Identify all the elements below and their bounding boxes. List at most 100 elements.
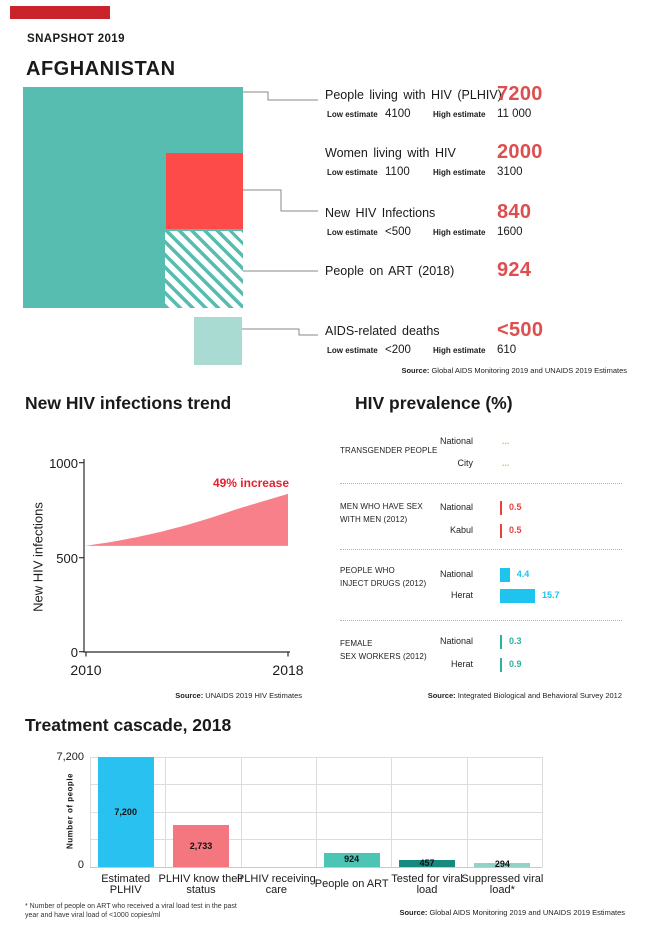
cascade-bar-value: 294 (494, 859, 510, 870)
cascade-x-label: Suppressed viral (461, 873, 544, 885)
trend-xtick-2018: 2018 (272, 662, 304, 678)
footnote-line: * Number of people on ART who received a… (25, 903, 237, 910)
prevalence-site-label: Kabul (449, 525, 473, 535)
high-estimate-value: 610 (497, 344, 517, 356)
trend-xtick-2010: 2010 (70, 662, 102, 678)
prevalence-bar (500, 589, 535, 603)
cascade-gridline-v (165, 757, 167, 867)
country-title: AFGHANISTAN (26, 58, 176, 80)
prevalence-group-label: TRANSGENDER PEOPLE (340, 446, 438, 455)
low-estimate-label: Low estimate (327, 346, 378, 355)
cascade-bar (173, 825, 230, 867)
prevalence-site-label: National (439, 569, 473, 579)
prevalence-value: ... (502, 458, 510, 468)
stat-value: <500 (497, 319, 544, 341)
stat-label: People living with HIV (PLHIV) (325, 88, 502, 102)
stat-value: 7200 (497, 83, 543, 105)
cascade-x-label: load* (489, 884, 515, 896)
cascade-x-label: status (186, 884, 216, 896)
source-label: Source: (427, 691, 456, 700)
prevalence-source: Source: Integrated Biological and Behavi… (322, 691, 622, 700)
prevalence-site-label: National (439, 502, 473, 512)
prevalence-value: ... (502, 436, 510, 446)
prevalence-site-label: National (439, 436, 473, 446)
cascade-x-label: Estimated (101, 873, 151, 885)
trend-area-series (85, 493, 288, 546)
trend-y-axis-label: New HIV infections (30, 502, 46, 612)
trend-ytick-1000: 1000 (49, 456, 78, 471)
dotted-separator (340, 549, 622, 550)
cascade-x-label: PLHIV (109, 884, 142, 896)
cascade-gridline-v (90, 757, 91, 867)
low-estimate-label: Low estimate (327, 110, 378, 119)
cascade-bar-value: 7,200 (114, 806, 137, 817)
high-estimate-label: High estimate (433, 346, 486, 355)
prevalence-group-label: PEOPLE WHO (340, 566, 395, 575)
low-estimate-value: 1100 (385, 166, 410, 178)
cascade-x-label: PLHIV know their (158, 873, 244, 885)
dotted-separator (340, 620, 622, 621)
trend-source: Source: UNAIDS 2019 HIV Estimates (102, 691, 302, 700)
prevalence-site-label: Herat (450, 659, 473, 669)
stat-label: Women living with HIV (325, 146, 456, 160)
prevalence-value: 0.3 (509, 636, 522, 646)
prevalence-bar (500, 635, 502, 649)
square-aids-deaths (194, 317, 242, 365)
square-new-infections (166, 153, 243, 229)
trend-ytick-500: 500 (56, 551, 78, 566)
cascade-x-label: Tested for viral (391, 873, 463, 885)
cascade-axis-bottom (90, 866, 542, 868)
footnote-line: year and have viral load of <1000 copies… (25, 911, 161, 919)
high-estimate-label: High estimate (433, 110, 486, 119)
stat-label: New HIV Infections (325, 206, 436, 220)
square-people-on-art-hatched (165, 231, 243, 308)
prevalence-site-label: City (457, 458, 474, 468)
cascade-gridline-v (541, 757, 543, 867)
source-label: Source: (175, 691, 204, 700)
cascade-bar (399, 860, 456, 867)
source-text: Integrated Biological and Behavioral Sur… (455, 691, 622, 700)
cascade-title: Treatment cascade, 2018 (25, 715, 232, 735)
trend-annotation: 49% increase (212, 476, 289, 490)
cascade-bar (323, 852, 380, 867)
cascade-bar (97, 757, 154, 867)
high-estimate-value: 1600 (497, 226, 523, 238)
high-estimate-label: High estimate (433, 168, 486, 177)
cascade-bar-value: 924 (344, 854, 360, 865)
stat-value: 2000 (497, 141, 543, 163)
cascade-footnote: * Number of people on ART who received a… (25, 903, 237, 920)
cascade-gridline-v (391, 757, 393, 867)
source-text: Global AIDS Monitoring 2019 and UNAIDS 2… (429, 366, 627, 375)
prevalence-group-label: SEX WORKERS (2012) (340, 652, 427, 661)
connector-lines (242, 91, 318, 336)
high-estimate-value: 11 000 (497, 108, 532, 120)
low-estimate-value: <500 (385, 226, 411, 238)
low-estimate-label: Low estimate (327, 228, 378, 237)
cascade-bar-value: 2,733 (189, 840, 213, 851)
low-estimate-value: <200 (385, 344, 411, 356)
prevalence-site-label: National (439, 636, 473, 646)
prevalence-value: 4.4 (516, 569, 530, 579)
cascade-ytick-max: 7,200 (56, 751, 84, 763)
stat-value: 924 (497, 259, 532, 281)
stat-label: AIDS-related deaths (325, 324, 440, 338)
prevalence-bar (500, 568, 510, 582)
high-estimate-value: 3100 (497, 166, 523, 178)
prevalence-group-label: INJECT DRUGS (2012) (340, 579, 427, 588)
cascade-ytick-0: 0 (77, 859, 84, 871)
cascade-x-label: People on ART (314, 878, 389, 890)
snapshot-year-title: SNAPSHOT 2019 (27, 33, 125, 45)
prevalence-bar (500, 501, 502, 515)
source-text: Global AIDS Monitoring 2019 and UNAIDS 2… (427, 908, 625, 917)
prevalence-group-label: MEN WHO HAVE SEX (340, 502, 423, 511)
stats-source: Source: Global AIDS Monitoring 2019 and … (327, 366, 627, 375)
cascade-gridline-v (315, 757, 317, 867)
stat-value: 840 (497, 201, 532, 223)
cascade-gridline-v (466, 757, 468, 867)
source-text: UNAIDS 2019 HIV Estimates (203, 691, 302, 700)
header-accent-bar (10, 6, 110, 19)
cascade-source: Source: Global AIDS Monitoring 2019 and … (325, 908, 625, 917)
cascade-gridline-v (240, 757, 242, 867)
stat-label: People on ART (2018) (325, 264, 455, 278)
low-estimate-value: 4100 (385, 108, 411, 120)
